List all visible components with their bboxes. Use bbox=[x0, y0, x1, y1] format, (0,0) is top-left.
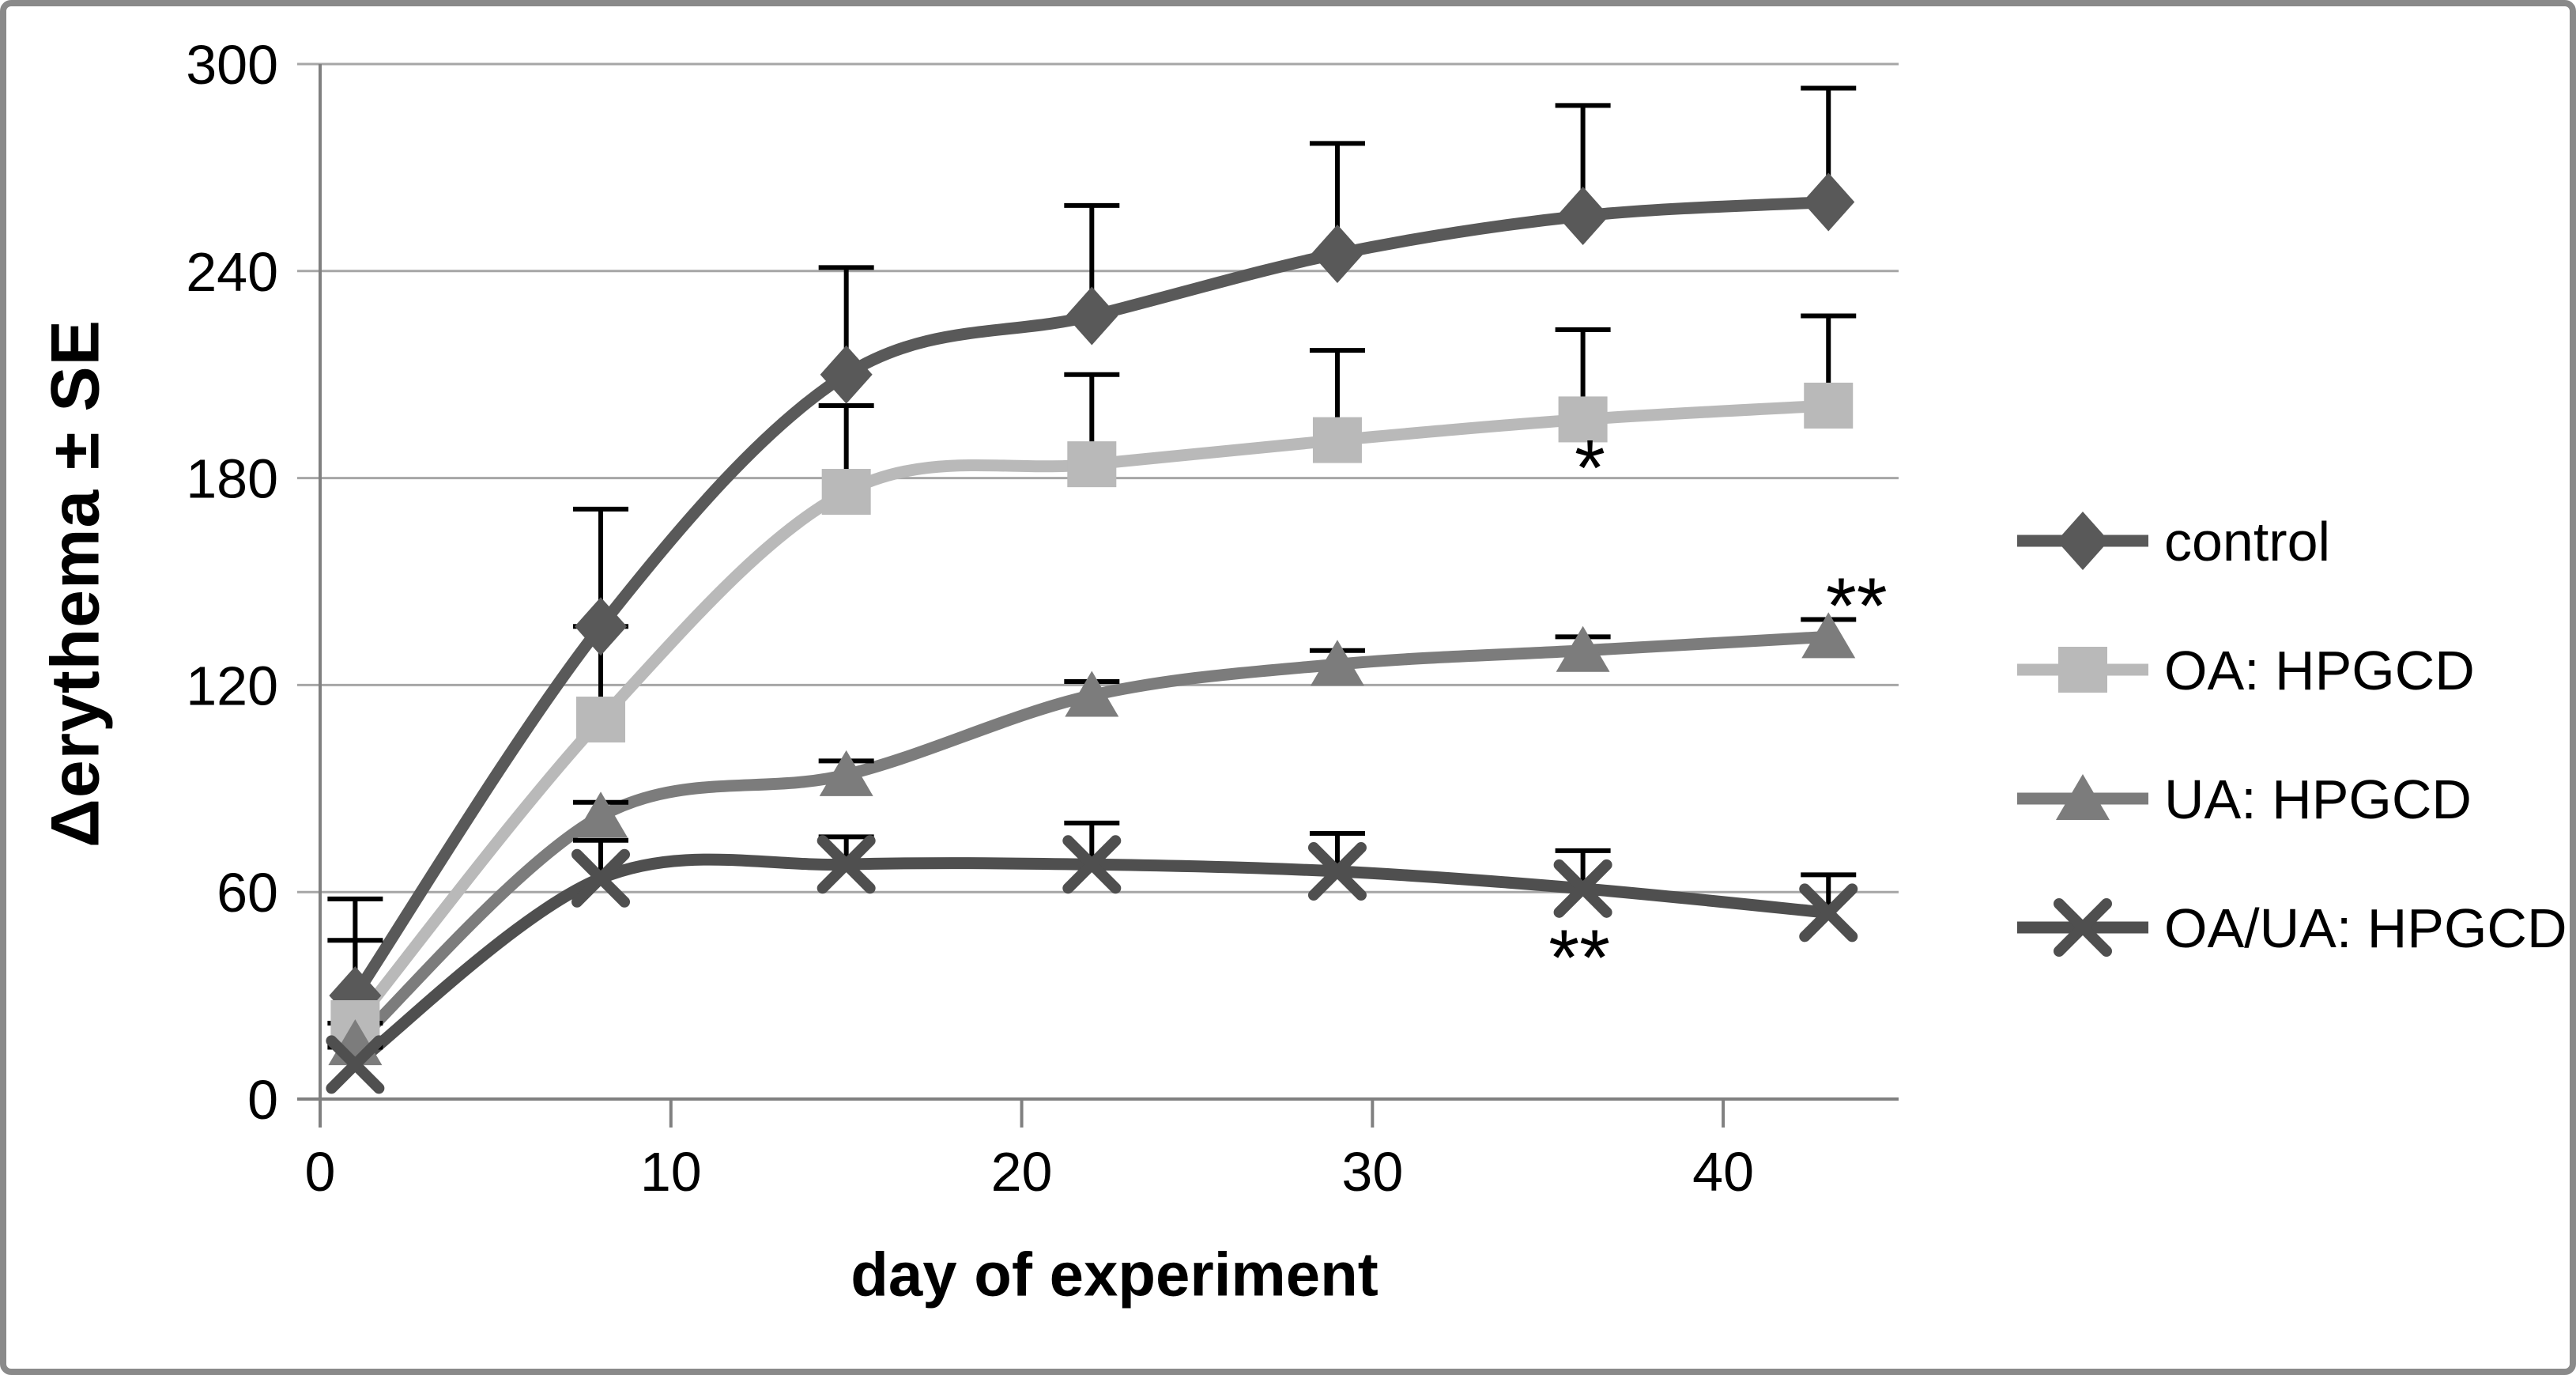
x-marker bbox=[817, 835, 876, 894]
triangle-marker bbox=[819, 750, 873, 796]
x-marker bbox=[1062, 835, 1122, 894]
x-marker bbox=[1307, 842, 1367, 901]
legend-label: UA: HPGCD bbox=[2164, 769, 2472, 830]
legend-label: OA: HPGCD bbox=[2164, 640, 2475, 701]
square-marker bbox=[821, 469, 871, 516]
triangle-marker bbox=[2056, 774, 2110, 820]
y-tick-label: 120 bbox=[186, 655, 278, 716]
x-marker bbox=[326, 1035, 385, 1094]
diamond-marker bbox=[1556, 186, 1609, 245]
x-marker bbox=[2054, 898, 2112, 957]
legend-label: OA/UA: HPGCD bbox=[2164, 897, 2567, 959]
square-marker bbox=[1804, 382, 1854, 429]
y-tick-label: 180 bbox=[186, 448, 278, 510]
square-marker bbox=[1067, 441, 1117, 488]
triangle-marker bbox=[1556, 625, 1610, 672]
square-marker bbox=[1558, 396, 1608, 443]
x-tick-label: 30 bbox=[1341, 1141, 1403, 1203]
x-marker bbox=[571, 848, 631, 908]
legend-item-control: control bbox=[2017, 511, 2330, 572]
legend-label: control bbox=[2164, 511, 2330, 572]
legend-item-oa-ua-hpgcd: OA/UA: HPGCD bbox=[2017, 897, 2567, 959]
y-tick-label: 300 bbox=[186, 34, 278, 96]
x-marker bbox=[1799, 883, 1858, 942]
diamond-marker bbox=[575, 597, 628, 656]
legend-item-ua-hpgcd: UA: HPGCD bbox=[2017, 769, 2472, 830]
x-tick-label: 0 bbox=[305, 1141, 336, 1203]
square-marker bbox=[576, 697, 626, 743]
legend: control OA: HPGCD UA: HPGCD OA/UA: HPGCD bbox=[2017, 511, 2567, 959]
triangle-marker bbox=[1065, 671, 1119, 717]
gridlines bbox=[297, 62, 1899, 1101]
axes bbox=[297, 64, 1899, 1128]
diamond-marker bbox=[1065, 286, 1118, 346]
x-tick-label: 10 bbox=[640, 1141, 702, 1203]
legend-item-oa-hpgcd: OA: HPGCD bbox=[2017, 640, 2475, 701]
markers-oa-hpgcd bbox=[330, 382, 1854, 1047]
axis-tick-labels: 0 60 120 180 240 300 0 10 20 30 40 bbox=[186, 34, 1754, 1203]
x-axis-title: day of experiment bbox=[850, 1239, 1379, 1309]
diamond-marker bbox=[1311, 224, 1363, 283]
significance-annotations: ***** bbox=[1548, 424, 1887, 1003]
triangle-marker bbox=[1310, 640, 1364, 686]
markers-oa-ua-hpgcd bbox=[326, 835, 1858, 1094]
square-marker bbox=[2058, 647, 2107, 693]
triangle-marker bbox=[1801, 612, 1856, 659]
x-tick-label: 20 bbox=[991, 1141, 1053, 1203]
series-markers bbox=[326, 172, 1858, 1094]
triangle-marker bbox=[574, 791, 628, 838]
significance-marker: * bbox=[1575, 424, 1605, 512]
y-tick-label: 60 bbox=[217, 862, 278, 924]
y-tick-label: 240 bbox=[186, 241, 278, 303]
x-marker bbox=[1553, 859, 1612, 918]
significance-marker: ** bbox=[1826, 562, 1888, 651]
x-tick-label: 40 bbox=[1692, 1141, 1754, 1203]
diamond-marker bbox=[2057, 512, 2109, 570]
y-axis-title: Δerythema ± SE bbox=[37, 319, 114, 848]
diamond-marker bbox=[820, 345, 873, 404]
y-tick-label: 0 bbox=[247, 1069, 278, 1131]
square-marker bbox=[1312, 417, 1362, 463]
diamond-marker bbox=[1802, 172, 1855, 232]
error-bars bbox=[327, 85, 1857, 1065]
significance-marker: ** bbox=[1548, 914, 1610, 1003]
